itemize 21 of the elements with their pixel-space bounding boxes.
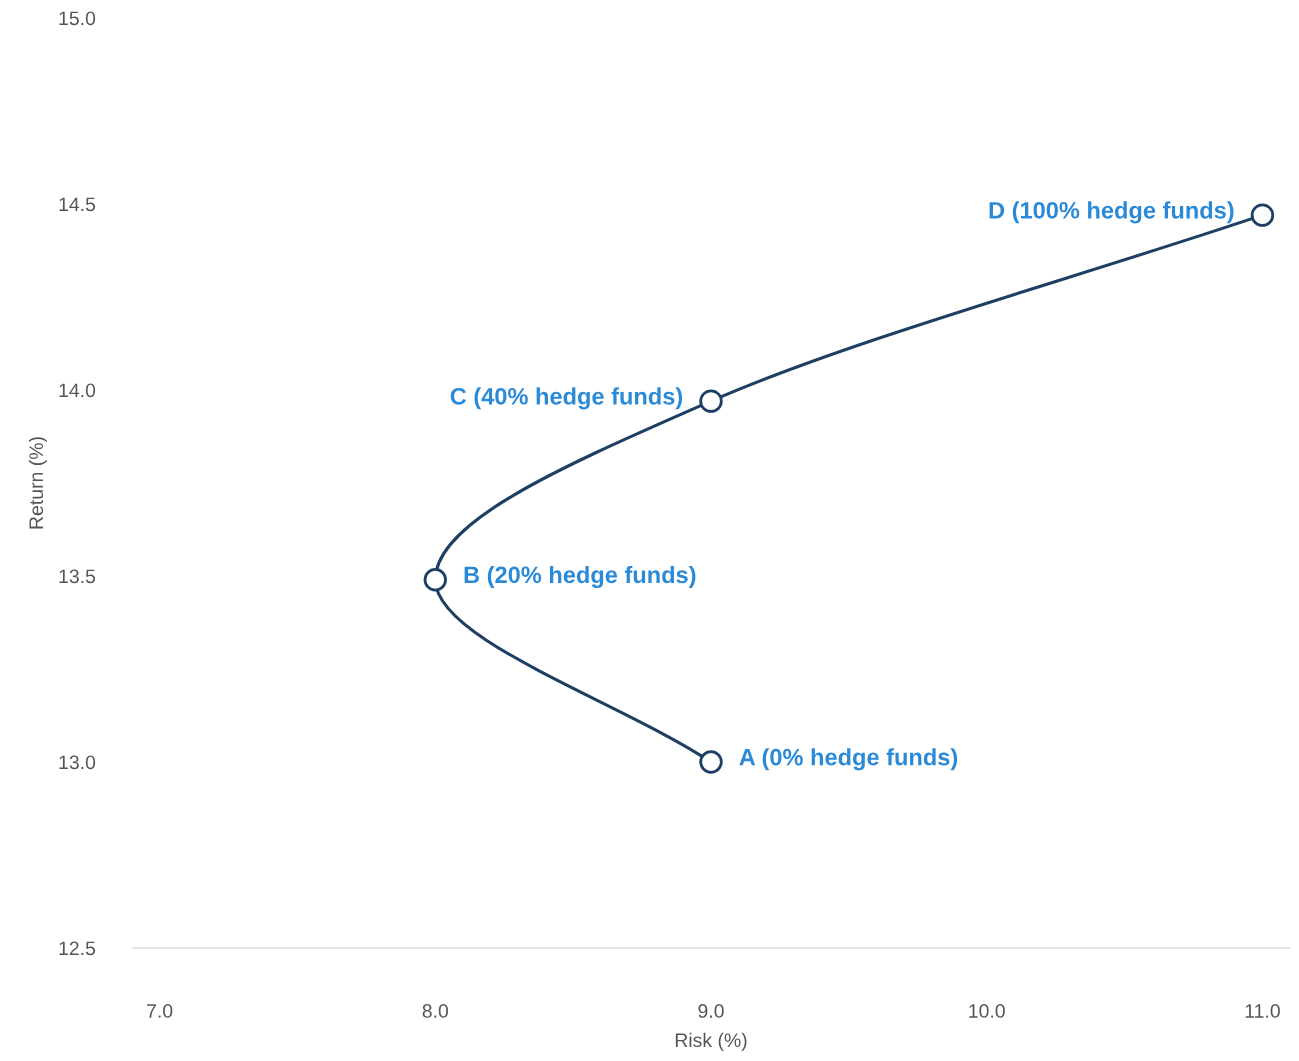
x-tick-label: 10.0 bbox=[969, 1004, 1005, 1018]
y-tick-label: 14.5 bbox=[59, 197, 96, 212]
x-tick-label: 9.0 bbox=[698, 1004, 724, 1018]
point bbox=[423, 568, 447, 592]
annotation: A (0% hedge funds) bbox=[739, 748, 958, 771]
annotation: C (40% hedge funds) bbox=[450, 387, 683, 410]
x-tick-label: 11.0 bbox=[1245, 1004, 1280, 1018]
point bbox=[1250, 203, 1275, 227]
y-tick-label: 14.0 bbox=[59, 383, 96, 398]
x-tick-label: 7.0 bbox=[147, 1004, 173, 1018]
point bbox=[699, 750, 723, 774]
x-axis-title: Risk (%) bbox=[675, 1032, 747, 1051]
y-tick-label: 13.0 bbox=[59, 755, 96, 770]
y-tick-label: 15.0 bbox=[59, 11, 96, 26]
y-axis-title: Return (%) bbox=[28, 437, 47, 529]
y-tick-label: 12.5 bbox=[59, 941, 96, 956]
annotation: D (100% hedge funds) bbox=[989, 201, 1234, 224]
x-tick-label: 8.0 bbox=[422, 1004, 449, 1018]
annotation: B (20% hedge funds) bbox=[464, 565, 696, 588]
y-tick-label: 13.5 bbox=[59, 569, 96, 584]
point bbox=[699, 389, 723, 413]
